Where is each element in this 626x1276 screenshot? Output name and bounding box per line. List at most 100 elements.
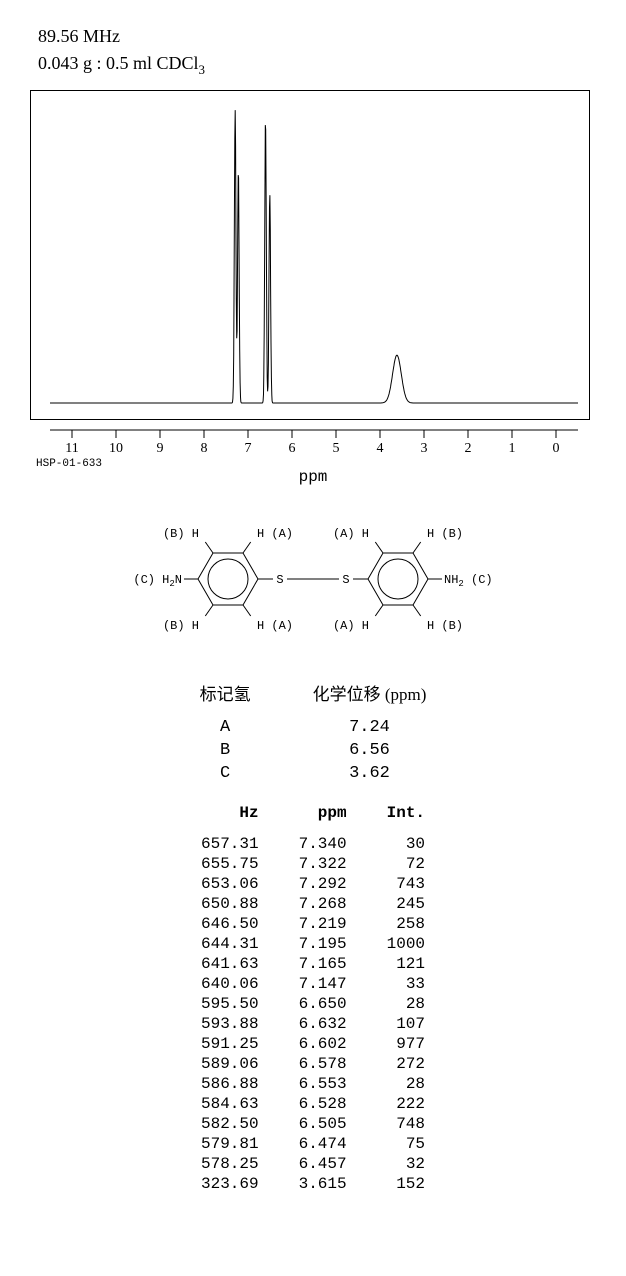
peak-row: 644.317.1951000 xyxy=(181,934,445,954)
peak-row: 584.636.528222 xyxy=(181,1094,445,1114)
peak-row: 646.507.219258 xyxy=(181,914,445,934)
assign-col1-header: 标记氢 xyxy=(170,680,281,715)
peak-cell: 586.88 xyxy=(181,1074,279,1094)
x-axis-label: ppm xyxy=(30,468,596,486)
svg-text:H (A): H (A) xyxy=(257,527,293,541)
peak-cell: 579.81 xyxy=(181,1134,279,1154)
svg-text:6: 6 xyxy=(289,441,296,456)
svg-text:(B) H: (B) H xyxy=(163,619,199,633)
peak-row: 591.256.602977 xyxy=(181,1034,445,1054)
peak-row: 641.637.165121 xyxy=(181,954,445,974)
peak-cell: 245 xyxy=(367,894,445,914)
svg-text:S: S xyxy=(342,573,349,587)
peak-table: HzppmInt. 657.317.34030655.757.32272653.… xyxy=(181,804,445,1194)
peak-row: 593.886.632107 xyxy=(181,1014,445,1034)
peak-cell: 7.195 xyxy=(279,934,367,954)
peak-row: 595.506.65028 xyxy=(181,994,445,1014)
peak-cell: 640.06 xyxy=(181,974,279,994)
assign-row: C3.62 xyxy=(170,763,457,784)
header-sample: 0.043 g : 0.5 ml CDCl3 xyxy=(38,53,596,74)
peak-cell: 6.528 xyxy=(279,1094,367,1114)
svg-text:9: 9 xyxy=(157,441,164,456)
peak-cell: 595.50 xyxy=(181,994,279,1014)
peak-cell: 6.578 xyxy=(279,1054,367,1074)
assign-shift: 7.24 xyxy=(283,717,457,738)
peak-cell: 644.31 xyxy=(181,934,279,954)
peak-cell: 748 xyxy=(367,1114,445,1134)
svg-text:5: 5 xyxy=(333,441,340,456)
svg-text:NH2 (C): NH2 (C) xyxy=(444,573,493,589)
peak-cell: 7.147 xyxy=(279,974,367,994)
peak-col-header: Int. xyxy=(367,804,445,834)
svg-text:8: 8 xyxy=(201,441,208,456)
header-sample-text: 0.043 g : 0.5 ml CDCl xyxy=(38,53,199,73)
peak-row: 589.066.578272 xyxy=(181,1054,445,1074)
peak-cell: 33 xyxy=(367,974,445,994)
svg-text:7: 7 xyxy=(245,441,252,456)
peak-cell: 6.474 xyxy=(279,1134,367,1154)
assign-label: C xyxy=(170,763,281,784)
peak-cell: 6.505 xyxy=(279,1114,367,1134)
peak-cell: 6.457 xyxy=(279,1154,367,1174)
svg-text:4: 4 xyxy=(377,441,384,456)
peak-row: 586.886.55328 xyxy=(181,1074,445,1094)
spectrum-svg: 11109876543210 xyxy=(30,90,590,456)
nmr-report-page: 89.56 MHz 0.043 g : 0.5 ml CDCl3 1110987… xyxy=(0,0,626,1214)
svg-text:2: 2 xyxy=(465,441,472,456)
peak-cell: 30 xyxy=(367,834,445,854)
peak-cell: 589.06 xyxy=(181,1054,279,1074)
peak-row: 655.757.32272 xyxy=(181,854,445,874)
peak-cell: 6.553 xyxy=(279,1074,367,1094)
svg-text:11: 11 xyxy=(65,441,78,456)
assign-row: B6.56 xyxy=(170,740,457,761)
peak-cell: 743 xyxy=(367,874,445,894)
svg-text:(A) H: (A) H xyxy=(333,527,369,541)
peak-row: 657.317.34030 xyxy=(181,834,445,854)
peak-cell: 152 xyxy=(367,1174,445,1194)
peak-cell: 258 xyxy=(367,914,445,934)
svg-text:3: 3 xyxy=(421,441,428,456)
spectrum-chart: 11109876543210 xyxy=(30,90,596,456)
peak-cell: 6.650 xyxy=(279,994,367,1014)
molecule-structure: SS(C) H2NNH2 (C)H (A)H (A)(B) H(B) H(A) … xyxy=(78,494,548,664)
peak-cell: 591.25 xyxy=(181,1034,279,1054)
peak-cell: 7.322 xyxy=(279,854,367,874)
svg-text:H (B): H (B) xyxy=(427,527,463,541)
peak-cell: 7.292 xyxy=(279,874,367,894)
peak-cell: 7.219 xyxy=(279,914,367,934)
peak-cell: 641.63 xyxy=(181,954,279,974)
peak-cell: 75 xyxy=(367,1134,445,1154)
peak-cell: 6.632 xyxy=(279,1014,367,1034)
peak-cell: 655.75 xyxy=(181,854,279,874)
svg-text:(C) H2N: (C) H2N xyxy=(133,573,182,589)
peak-cell: 578.25 xyxy=(181,1154,279,1174)
svg-text:(A) H: (A) H xyxy=(333,619,369,633)
svg-text:S: S xyxy=(276,573,283,587)
peak-row: 650.887.268245 xyxy=(181,894,445,914)
peak-col-header: ppm xyxy=(279,804,367,834)
peak-cell: 323.69 xyxy=(181,1174,279,1194)
peak-cell: 121 xyxy=(367,954,445,974)
peak-cell: 32 xyxy=(367,1154,445,1174)
peak-row: 582.506.505748 xyxy=(181,1114,445,1134)
svg-text:(B) H: (B) H xyxy=(163,527,199,541)
assign-shift: 6.56 xyxy=(283,740,457,761)
assign-row: A7.24 xyxy=(170,717,457,738)
peak-cell: 7.268 xyxy=(279,894,367,914)
peak-cell: 657.31 xyxy=(181,834,279,854)
assign-col2-header: 化学位移 (ppm) xyxy=(283,680,457,715)
peak-cell: 7.165 xyxy=(279,954,367,974)
header-sample-sub: 3 xyxy=(199,62,206,77)
peak-cell: 222 xyxy=(367,1094,445,1114)
peak-row: 578.256.45732 xyxy=(181,1154,445,1174)
peak-cell: 650.88 xyxy=(181,894,279,914)
peak-cell: 584.63 xyxy=(181,1094,279,1114)
peak-cell: 28 xyxy=(367,994,445,1014)
svg-text:0: 0 xyxy=(553,441,560,456)
peak-row: 640.067.14733 xyxy=(181,974,445,994)
peak-row: 579.816.47475 xyxy=(181,1134,445,1154)
peak-cell: 272 xyxy=(367,1054,445,1074)
assign-label: A xyxy=(170,717,281,738)
svg-text:H (B): H (B) xyxy=(427,619,463,633)
peak-cell: 582.50 xyxy=(181,1114,279,1134)
